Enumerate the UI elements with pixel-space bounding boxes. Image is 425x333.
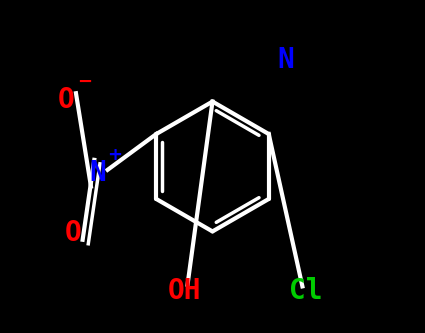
Text: OH: OH (167, 277, 201, 305)
Text: −: − (77, 73, 92, 91)
Text: O: O (64, 219, 81, 247)
Text: N: N (89, 159, 106, 187)
Text: O: O (58, 86, 74, 114)
Text: +: + (107, 146, 122, 164)
Text: Cl: Cl (289, 277, 323, 305)
Text: N: N (278, 46, 294, 74)
